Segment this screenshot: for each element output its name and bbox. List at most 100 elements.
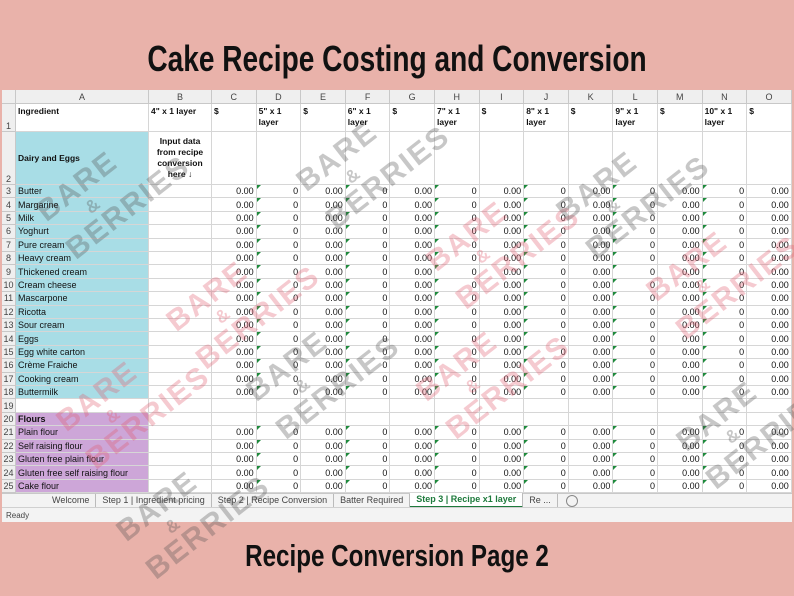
value-cell[interactable]: 0: [524, 426, 569, 440]
label-cell[interactable]: Cake flour: [16, 479, 149, 494]
note-cell[interactable]: Input data from recipe conversion here ↓: [149, 132, 212, 185]
value-cell[interactable]: [256, 412, 302, 427]
value-cell[interactable]: 0: [435, 345, 480, 360]
value-cell[interactable]: 0.00: [658, 359, 703, 373]
value-cell[interactable]: 0.00: [658, 198, 703, 212]
row-number[interactable]: 5: [2, 211, 16, 226]
value-cell[interactable]: 0.00: [658, 372, 703, 386]
value-cell[interactable]: 0: [524, 252, 569, 266]
value-cell[interactable]: 0: [702, 319, 748, 333]
value-cell[interactable]: 0.00: [568, 319, 614, 333]
value-cell[interactable]: 0: [613, 238, 658, 252]
value-cell[interactable]: 0: [524, 345, 569, 360]
label-cell[interactable]: Sour cream: [16, 319, 149, 333]
value-cell[interactable]: 0: [702, 345, 748, 360]
value-cell[interactable]: 0.00: [658, 225, 703, 239]
value-cell[interactable]: 0: [613, 252, 658, 266]
value-cell[interactable]: 0.00: [479, 278, 525, 293]
value-cell[interactable]: 0.00: [658, 453, 703, 467]
header-cell[interactable]: 5" x 1 layer: [256, 104, 302, 132]
value-cell[interactable]: 0.00: [658, 426, 703, 440]
header-cell[interactable]: $: [568, 104, 614, 132]
value-cell[interactable]: 0.00: [568, 426, 614, 440]
row-number[interactable]: 2: [2, 132, 16, 185]
value-cell[interactable]: 0.00: [212, 252, 257, 266]
value-cell[interactable]: 0.00: [568, 225, 614, 239]
value-cell[interactable]: 0: [345, 265, 391, 279]
column-header[interactable]: O: [747, 90, 792, 104]
cell[interactable]: [149, 466, 212, 480]
value-cell[interactable]: [524, 412, 569, 427]
value-cell[interactable]: 0: [435, 305, 480, 319]
value-cell[interactable]: 0.00: [747, 238, 792, 252]
value-cell[interactable]: 0: [435, 198, 480, 212]
value-cell[interactable]: 0.00: [568, 372, 614, 386]
header-cell[interactable]: $: [212, 104, 257, 132]
value-cell[interactable]: 0.00: [390, 252, 435, 266]
row-number[interactable]: 9: [2, 265, 16, 279]
label-cell[interactable]: Flours: [16, 412, 149, 427]
cell[interactable]: [149, 345, 212, 360]
value-cell[interactable]: 0.00: [568, 466, 614, 480]
label-cell[interactable]: Thickened cream: [16, 265, 149, 279]
cell[interactable]: [149, 479, 212, 494]
value-cell[interactable]: 0: [702, 479, 748, 494]
value-cell[interactable]: 0.00: [479, 252, 525, 266]
value-cell[interactable]: 0: [702, 332, 748, 346]
value-cell[interactable]: 0: [435, 185, 480, 199]
value-cell[interactable]: 0.00: [301, 453, 346, 467]
value-cell[interactable]: 0.00: [747, 225, 792, 239]
sheet-tab[interactable]: Step 1 | Ingredient pricing: [96, 494, 212, 508]
value-cell[interactable]: 0: [702, 278, 748, 293]
label-cell[interactable]: Self raising flour: [16, 439, 149, 453]
value-cell[interactable]: 0.00: [568, 453, 614, 467]
value-cell[interactable]: 0.00: [301, 479, 346, 494]
row-number[interactable]: 15: [2, 345, 16, 360]
value-cell[interactable]: 0: [613, 466, 658, 480]
value-cell[interactable]: 0: [613, 332, 658, 346]
value-cell[interactable]: 0.00: [568, 305, 614, 319]
column-header[interactable]: K: [568, 90, 614, 104]
value-cell[interactable]: 0: [345, 426, 391, 440]
row-number[interactable]: 13: [2, 319, 16, 333]
value-cell[interactable]: 0: [524, 453, 569, 467]
value-cell[interactable]: 0: [256, 305, 302, 319]
value-cell[interactable]: [212, 399, 257, 413]
column-header[interactable]: L: [613, 90, 658, 104]
value-cell[interactable]: 0.00: [212, 359, 257, 373]
column-header[interactable]: N: [702, 90, 748, 104]
value-cell[interactable]: 0: [702, 359, 748, 373]
row-number[interactable]: 6: [2, 225, 16, 239]
row-number[interactable]: 21: [2, 426, 16, 440]
row-number[interactable]: 8: [2, 252, 16, 266]
cell[interactable]: [149, 412, 212, 427]
value-cell[interactable]: 0.00: [301, 386, 346, 400]
value-cell[interactable]: 0: [702, 225, 748, 239]
value-cell[interactable]: 0.00: [658, 265, 703, 279]
value-cell[interactable]: [568, 399, 614, 413]
value-cell[interactable]: [479, 412, 525, 427]
value-cell[interactable]: 0.00: [747, 211, 792, 226]
value-cell[interactable]: 0.00: [390, 278, 435, 293]
value-cell[interactable]: 0.00: [568, 439, 614, 453]
row-number[interactable]: 12: [2, 305, 16, 319]
cell[interactable]: [149, 265, 212, 279]
value-cell[interactable]: 0: [613, 292, 658, 306]
value-cell[interactable]: 0: [524, 265, 569, 279]
value-cell[interactable]: 0: [345, 292, 391, 306]
value-cell[interactable]: 0.00: [301, 305, 346, 319]
value-cell[interactable]: 0: [613, 453, 658, 467]
value-cell[interactable]: 0: [345, 278, 391, 293]
value-cell[interactable]: 0.00: [479, 386, 525, 400]
value-cell[interactable]: 0: [524, 439, 569, 453]
value-cell[interactable]: 0.00: [212, 238, 257, 252]
column-header[interactable]: B: [149, 90, 212, 104]
value-cell[interactable]: [435, 412, 480, 427]
cell[interactable]: [149, 332, 212, 346]
value-cell[interactable]: 0: [524, 479, 569, 494]
value-cell[interactable]: 0: [524, 225, 569, 239]
column-header[interactable]: H: [435, 90, 480, 104]
value-cell[interactable]: 0.00: [568, 238, 614, 252]
row-number[interactable]: 25: [2, 479, 16, 494]
value-cell[interactable]: 0.00: [390, 238, 435, 252]
